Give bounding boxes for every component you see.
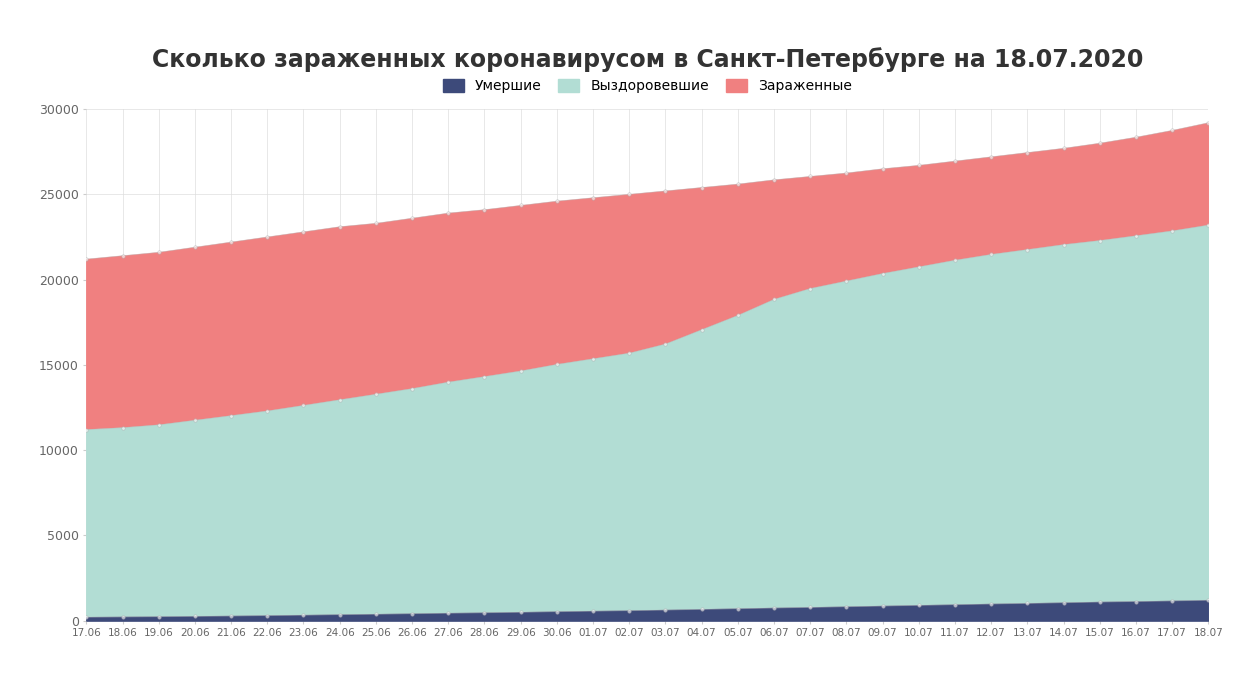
Title: Сколько зараженных коронавирусом в Санкт-Петербурге на 18.07.2020: Сколько зараженных коронавирусом в Санкт…: [152, 48, 1143, 72]
Legend: Умершие, Выздоровевшие, Зараженные: Умершие, Выздоровевшие, Зараженные: [439, 75, 856, 98]
